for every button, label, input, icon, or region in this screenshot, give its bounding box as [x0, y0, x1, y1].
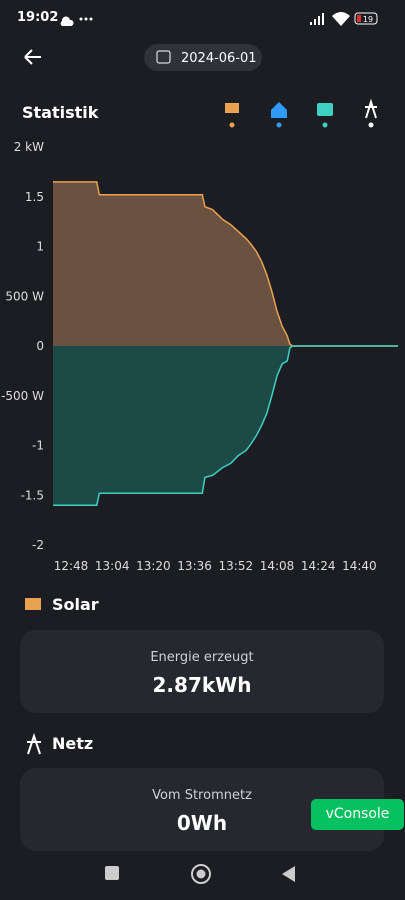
- y-tick-label: 500 W: [5, 289, 44, 303]
- battery-level: [357, 15, 361, 22]
- card-label: Vom Stromnetz: [152, 788, 252, 803]
- nav-home[interactable]: [191, 864, 211, 884]
- date-pill[interactable]: [144, 44, 262, 71]
- area: [53, 181, 398, 346]
- area: [53, 346, 398, 506]
- section-title: Statistik: [22, 103, 99, 122]
- y-tick-label: 1.5: [25, 190, 44, 204]
- grid-icon: [27, 732, 41, 755]
- y-tick-label: -500 W: [1, 389, 44, 403]
- more-icon: [79, 17, 93, 21]
- section-heading: Solar: [52, 595, 99, 614]
- battery-text: 19: [363, 15, 373, 24]
- line: [53, 345, 398, 506]
- vconsole-button[interactable]: vConsole: [311, 799, 404, 830]
- section-heading: Netz: [52, 734, 94, 753]
- y-tick-label: -1.5: [21, 488, 44, 502]
- x-tick-label: 12:48: [54, 559, 89, 573]
- y-tick-label: -2: [32, 538, 44, 552]
- signal-icons: [310, 12, 350, 26]
- nav-back[interactable]: [282, 866, 295, 882]
- line: [53, 181, 398, 347]
- x-tick-label: 14:24: [301, 559, 336, 573]
- card-value: 2.87kWh: [152, 673, 252, 697]
- cloud-icon: [60, 16, 74, 26]
- x-tick-label: 13:36: [177, 559, 212, 573]
- filter-icons[interactable]: [225, 98, 377, 128]
- date: 2024-06-01: [181, 51, 257, 66]
- nav-recent[interactable]: [105, 866, 119, 880]
- y-tick-label: -1: [32, 439, 44, 453]
- x-tick-label: 13:04: [95, 559, 130, 573]
- x-tick-label: 13:20: [136, 559, 171, 573]
- solar-icon: [25, 598, 41, 610]
- x-tick-label: 13:52: [219, 559, 254, 573]
- energy-card: Energie erzeugt 2.87kWh: [20, 630, 384, 713]
- card-label: Energie erzeugt: [150, 650, 254, 665]
- y-tick-label: 0: [36, 339, 44, 353]
- battery-icon: [354, 12, 378, 25]
- back-button[interactable]: [24, 49, 41, 65]
- x-tick-label: 14:40: [342, 559, 377, 573]
- card-value: 0Wh: [176, 811, 228, 835]
- nav-home-dot: [196, 869, 206, 879]
- y-tick-label: 1: [36, 240, 44, 254]
- x-tick-label: 14:08: [260, 559, 295, 573]
- calendar-icon: [156, 50, 171, 64]
- y-tick-label: 2 kW: [14, 140, 44, 154]
- clock: 19:02: [17, 10, 59, 25]
